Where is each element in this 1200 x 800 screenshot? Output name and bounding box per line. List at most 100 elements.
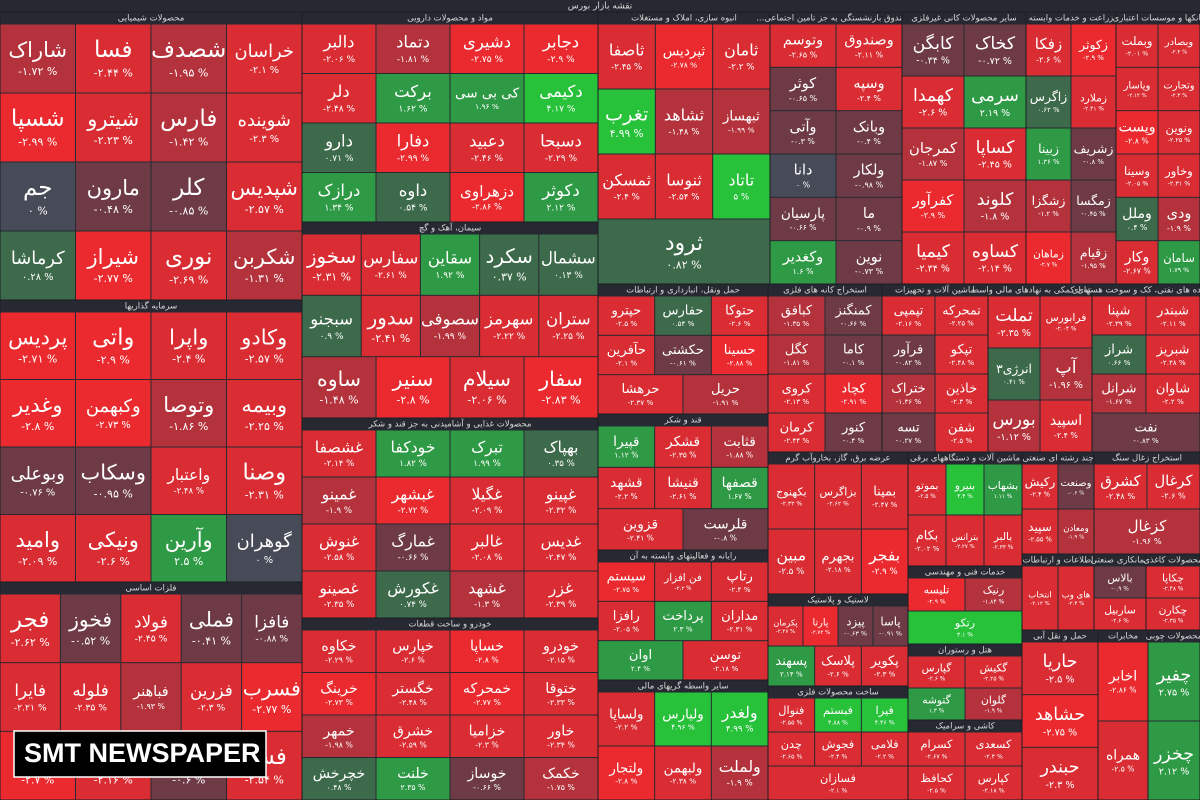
tile-label: بفجر — [868, 546, 900, 566]
tile: ودی -۱.۹ % — [1158, 197, 1200, 241]
tile-change: -۲.۸۸ % — [727, 359, 753, 368]
tile-box — [815, 698, 861, 732]
tile: زفکا-۲.۶ % — [1026, 24, 1071, 76]
tile-change: -۲.۰۹ % — [18, 555, 57, 568]
tile-box — [655, 24, 713, 89]
tile-box — [302, 630, 376, 672]
tile-box — [964, 232, 1026, 284]
tile-box — [1146, 598, 1200, 630]
tile-box — [1116, 154, 1158, 197]
tile-box — [121, 594, 181, 663]
tile-label: فسازان — [820, 771, 856, 786]
tile-box — [815, 464, 861, 529]
tile-box — [598, 601, 655, 641]
tile-label: کرمان — [780, 420, 815, 435]
tile-box — [965, 656, 1022, 688]
tile-box — [908, 515, 946, 566]
tile: غشهد-۱.۳ % — [450, 571, 524, 618]
tile: خساپا-۲.۸ % — [450, 630, 524, 672]
tile-change: -۲.۵ % — [615, 319, 637, 328]
tile-change: -۲.۴۶ % — [471, 154, 504, 164]
tile: واعتبار-۲.۴۸ % — [151, 447, 226, 514]
tile-label: کفرآور — [912, 191, 954, 209]
tile-label: سکرد — [485, 245, 532, 268]
tile: شوینده -۲.۳ % — [227, 93, 302, 162]
tile: تسه-۰.۲۷ % — [882, 413, 935, 452]
tile-change: ۲.۱۲ % — [1159, 766, 1190, 777]
tile-label: دلر — [327, 82, 349, 102]
tile-change: -۲.۱۳ % — [784, 397, 810, 406]
tile: کپارس-۲.۱۸ % — [965, 766, 1022, 800]
tile-change: -۰.۸۳ % — [1133, 436, 1159, 445]
tile: فجر -۲.۶۲ % — [0, 594, 60, 663]
tile-box — [598, 335, 655, 375]
tile: غنوش-۲.۵۸ % — [302, 524, 376, 571]
tile: ولغدر ۴.۹۹ % — [711, 692, 768, 746]
tile: دالبر -۲.۰۶ % — [302, 24, 376, 73]
tile-box — [713, 24, 770, 89]
tile-box — [524, 758, 598, 800]
tile-change: -۲.۰۵ % — [1126, 179, 1149, 187]
tile-change: -۱.۳۱ % — [245, 272, 284, 285]
tile-label: غگیلا — [472, 485, 503, 504]
tile-box — [151, 447, 226, 514]
tile-box — [815, 732, 861, 766]
tile-change: ۱.۹۹ % — [473, 459, 501, 469]
tile: مداران-۲.۳۱ % — [711, 601, 768, 641]
tile-change: -۲.۶۷ % — [925, 753, 947, 760]
sector: سرمایه گذاریها وکادو -۲.۵۷ % واپرا -۲.۴ % وات… — [0, 299, 303, 583]
tile: وصندوق -۲.۱۱ % — [836, 24, 902, 67]
tile: وخاور-۲.۳۱ % — [1158, 154, 1200, 197]
tile: ختراک-۱.۳۶ % — [882, 374, 935, 413]
tile-box — [768, 529, 815, 594]
tile-change: ۲.۳ % — [673, 625, 692, 634]
tile: زشگزا-۱.۲ % — [1026, 180, 1071, 232]
tile-box — [1026, 24, 1071, 76]
sector: بانکها و موسسات اعتباری وبصادر -۲.۴ % وبملت… — [1113, 11, 1200, 285]
tile-box — [815, 646, 861, 686]
tile: داوه ۰.۵۴ % — [376, 173, 450, 222]
tile: سپید-۲.۵۵ % — [1022, 509, 1058, 554]
tile: غمینو-۱.۹ % — [302, 477, 376, 524]
tile: گلوان -۱.۹ % — [965, 688, 1022, 720]
tile-box — [655, 467, 711, 509]
tile-label: کنور — [841, 420, 866, 435]
tile: وپاسار-۲.۱۲ % — [1116, 67, 1158, 111]
tile-label: بکهنوج — [776, 486, 806, 499]
tile-label: فخوز — [68, 608, 112, 632]
tile-change: -۰.۴۵ % — [1081, 210, 1106, 218]
tile-box — [861, 732, 908, 766]
tile: توسن-۲.۱۸ % — [683, 641, 768, 680]
tile: دفارا -۲.۹۹ % — [376, 123, 450, 172]
tile: دتماد -۱.۸۱ % — [376, 24, 450, 73]
tile: کرماشا ۰.۲۸ % — [0, 231, 75, 300]
tile-change: -۲.۴۵ % — [135, 634, 168, 645]
tile-label: وامید — [15, 528, 60, 552]
tile-box — [988, 400, 1040, 452]
tile-change: -۲.۵ % — [918, 494, 936, 500]
tile-label: پیزد — [846, 614, 865, 629]
tile-box — [480, 234, 539, 295]
tile-label: کاما — [843, 342, 865, 357]
tile: آپ -۱.۹۶ % — [1040, 348, 1092, 400]
tile: فسازان-۲.۱ % — [768, 766, 908, 800]
tile-label: زماهان — [1033, 247, 1064, 260]
tile-label: بزاگرس — [819, 486, 856, 499]
tile-box — [376, 123, 450, 172]
tile-label: شصدف — [151, 37, 226, 63]
tile-box — [1146, 566, 1200, 598]
tile-box — [539, 295, 598, 357]
tile: کابگن -۰.۳۴ % — [902, 24, 964, 76]
tile-box — [908, 732, 965, 766]
tile-label: خمهر — [322, 723, 354, 739]
tile: خکمک-۱.۷۵ % — [524, 758, 598, 800]
tile-change: -۱.۷۲ % — [18, 65, 57, 78]
tile-box — [902, 76, 964, 128]
tile-label: مارون — [87, 176, 140, 200]
sector-title: ماشین آلات و تجهیزات — [895, 284, 975, 296]
tile-change: -۲.۳ % — [1045, 780, 1074, 791]
tile-label: حپترو — [611, 304, 642, 319]
